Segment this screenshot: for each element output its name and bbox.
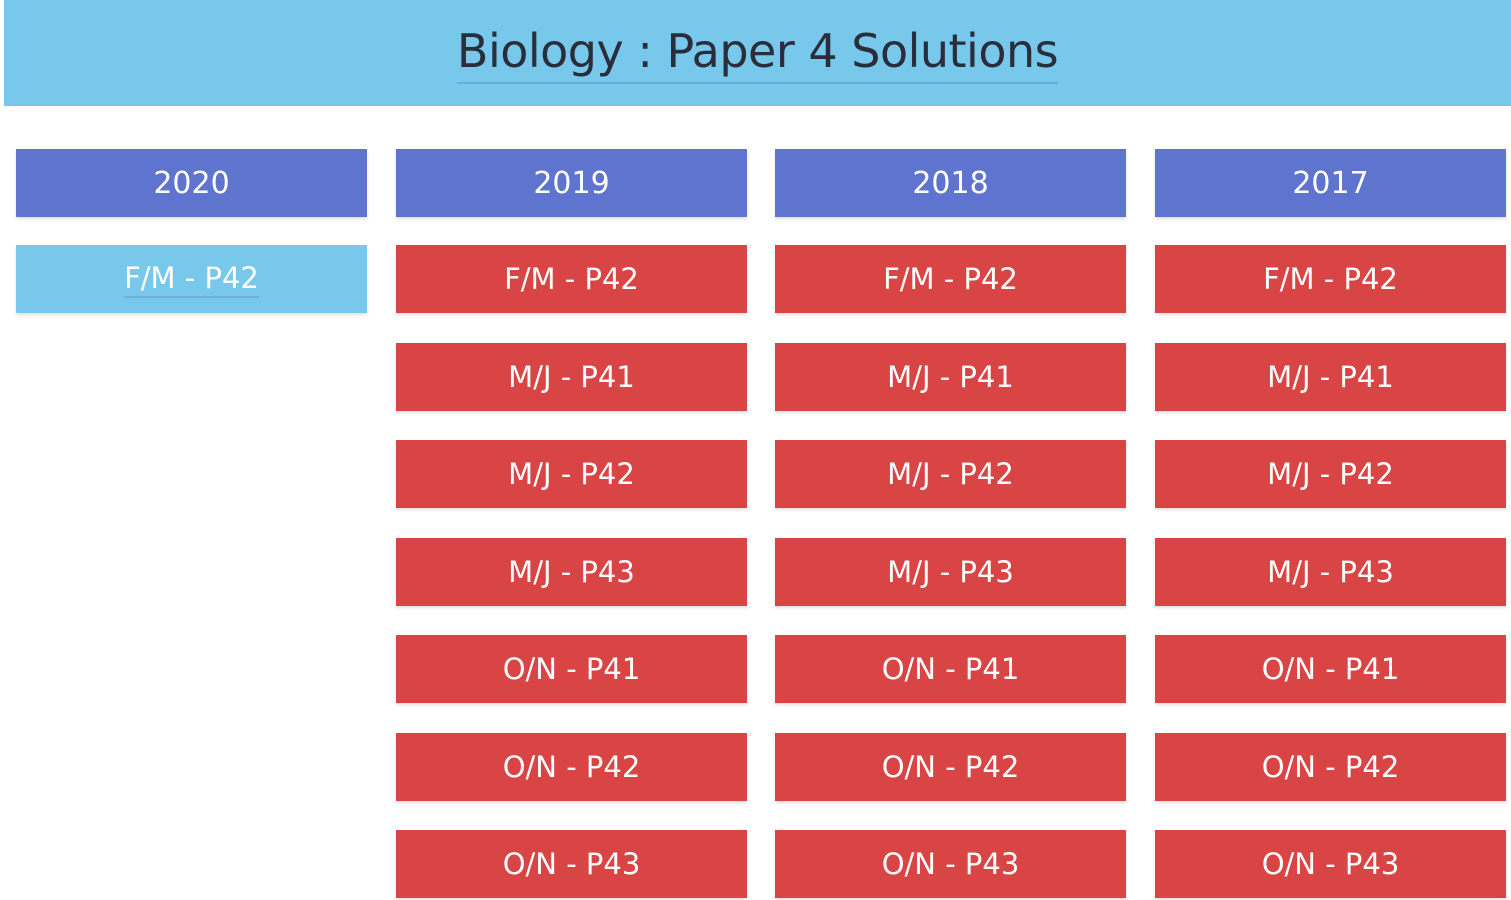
paper-button-2018-mj-p42[interactable]: M/J - P42 [775, 440, 1126, 508]
paper-button-2018-on-p42[interactable]: O/N - P42 [775, 732, 1126, 801]
year-column-2018: 2018 F/M - P42 M/J - P41 M/J - P42 M/J -… [775, 149, 1126, 900]
paper-button-2019-mj-p43[interactable]: M/J - P43 [396, 537, 747, 606]
year-button-2020[interactable]: 2020 [16, 149, 367, 217]
paper-button-2017-mj-p43[interactable]: M/J - P43 [1155, 537, 1506, 606]
page-title[interactable]: Biology : Paper 4 Solutions [456, 24, 1059, 84]
year-button-2019[interactable]: 2019 [396, 149, 747, 217]
paper-button-label: F/M - P42 [124, 261, 259, 298]
paper-button-2018-mj-p43[interactable]: M/J - P43 [775, 537, 1126, 606]
year-column-2020: 2020 F/M - P42 [16, 149, 367, 343]
page-header: Biology : Paper 4 Solutions [4, 0, 1511, 106]
paper-button-2017-fm-p42[interactable]: F/M - P42 [1155, 245, 1506, 313]
paper-button-2017-mj-p41[interactable]: M/J - P41 [1155, 342, 1506, 411]
paper-button-2019-on-p43[interactable]: O/N - P43 [396, 830, 747, 898]
year-button-2018[interactable]: 2018 [775, 149, 1126, 217]
paper-button-2017-on-p42[interactable]: O/N - P42 [1155, 732, 1506, 801]
year-button-2017[interactable]: 2017 [1155, 149, 1506, 217]
year-column-2019: 2019 F/M - P42 M/J - P41 M/J - P42 M/J -… [396, 149, 747, 900]
paper-button-2020-fm-p42[interactable]: F/M - P42 [16, 245, 367, 313]
paper-button-2018-on-p41[interactable]: O/N - P41 [775, 635, 1126, 703]
paper-button-2018-on-p43[interactable]: O/N - P43 [775, 830, 1126, 898]
paper-button-2019-fm-p42[interactable]: F/M - P42 [396, 245, 747, 313]
paper-button-2018-mj-p41[interactable]: M/J - P41 [775, 342, 1126, 411]
paper-button-2017-on-p43[interactable]: O/N - P43 [1155, 830, 1506, 898]
paper-button-2018-fm-p42[interactable]: F/M - P42 [775, 245, 1126, 313]
year-column-2017: 2017 F/M - P42 M/J - P41 M/J - P42 M/J -… [1155, 149, 1506, 900]
paper-button-2017-mj-p42[interactable]: M/J - P42 [1155, 440, 1506, 508]
paper-button-2019-mj-p41[interactable]: M/J - P41 [396, 342, 747, 411]
paper-button-2017-on-p41[interactable]: O/N - P41 [1155, 635, 1506, 703]
paper-button-2019-on-p41[interactable]: O/N - P41 [396, 635, 747, 703]
paper-button-2019-on-p42[interactable]: O/N - P42 [396, 732, 747, 801]
paper-button-2019-mj-p42[interactable]: M/J - P42 [396, 440, 747, 508]
